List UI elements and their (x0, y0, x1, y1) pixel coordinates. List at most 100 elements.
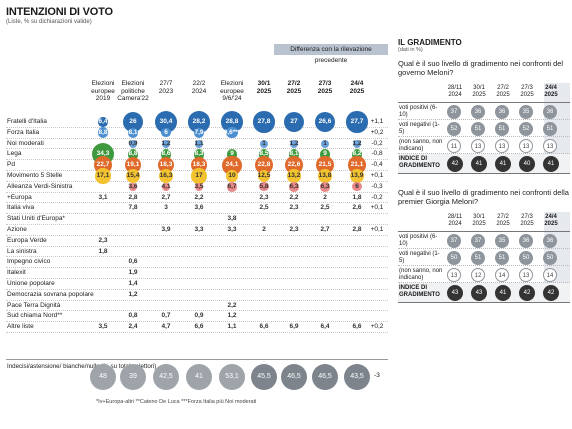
party-name: Forza Italia (7, 128, 40, 136)
value-cell: 15,4 (126, 171, 140, 179)
column-header: 27/3 2025 (309, 80, 341, 95)
value-bubble (319, 148, 331, 160)
column-header-line: Elezioni (91, 80, 115, 87)
table-row: Democrazia sovrana popolare 1,2 (6, 290, 388, 301)
approval-row: voti positivi (6-10) 37 36 36 35 36 (398, 103, 570, 120)
value-cell: 3,3 (194, 225, 204, 233)
value-cell: 8,1 (128, 128, 138, 136)
value-cell: 28,8 (225, 118, 239, 125)
value-bubble (226, 127, 238, 139)
table-row: Alleanza Verdi-Sinistra 3,6 4,1 3,5 6,7 5,8 6,… (6, 181, 388, 193)
table-row: Fratelli d'Italia 6,4 26 30,4 28,2 28,8 27,8 27… (6, 111, 388, 133)
value-bubble (226, 170, 238, 182)
approval-row-label: (non sanno, non indicano) (399, 139, 443, 152)
table-row: Pace Terra Dignità 2,2 (6, 301, 388, 312)
value-bubble (320, 182, 330, 192)
value-cell: 2 (262, 225, 266, 233)
value-cell: 8,2 (352, 150, 362, 158)
value-bubble (191, 168, 207, 184)
party-name: Italia viva (7, 204, 35, 212)
column-header-line: europee (91, 87, 115, 95)
value-cell: 1 (262, 139, 266, 147)
approval-value: 43 (447, 285, 463, 301)
column-header: Elezioni europee 2019 (87, 80, 119, 103)
column-header: Elezioni politiche Camera'22 (117, 80, 149, 103)
approval-date: 27/2 2025 (496, 85, 510, 98)
value-cell: 21,1 (350, 161, 364, 169)
approval-date: 27/3 2025 (520, 85, 534, 98)
undecided-bubble: 39 (120, 364, 146, 390)
value-cell: 2,7 (320, 225, 330, 233)
value-cell: 6,4 (98, 118, 108, 125)
value-bubble (257, 169, 271, 183)
value-cell: 2,3 (289, 204, 299, 212)
difference-value: -0,2 (371, 139, 383, 147)
column-header-line: 24/4 (350, 80, 364, 87)
value-cell: 28,2 (192, 118, 206, 125)
approval-question: Qual è il suo livello di gradimento nei … (398, 59, 564, 77)
value-cell: 4,7 (161, 323, 171, 331)
value-cell: 6 (164, 128, 168, 136)
approval-value: 41 (495, 156, 511, 172)
approval-value: 41 (471, 156, 487, 172)
approval-row-label: voti positivi (6-10) (399, 105, 438, 118)
value-bubble (127, 148, 139, 160)
value-cell: 2,4 (128, 323, 138, 331)
value-bubble (227, 181, 237, 192)
difference-value: +1,1 (370, 118, 384, 125)
value-cell: 0,7 (161, 312, 171, 320)
value-cell: 17 (195, 171, 203, 179)
value-cell: 24,1 (225, 161, 239, 169)
difference-value: +0,2 (370, 128, 384, 136)
approval-value: 42 (543, 285, 559, 301)
value-cell: 7,8 (128, 204, 138, 212)
value-bubble (129, 182, 137, 191)
column-header-line: 2024 (191, 87, 207, 95)
approval-value: 51 (495, 251, 509, 265)
value-bubble (287, 169, 301, 183)
value-cell: 3,8 (227, 215, 237, 223)
approval-row-label: INDICE DI GRADIMENTO (399, 156, 440, 169)
value-cell: 1 (323, 139, 327, 147)
approval-value: 13 (519, 139, 533, 153)
value-cell: 9 (230, 150, 234, 158)
approval-table: 28/11 2024 30/1 2025 27/2 2025 27/3 2025 24/… (398, 83, 570, 174)
difference-band-label: Differenza con la rilevazione precedente (274, 44, 388, 64)
value-cell: 22,6 (287, 161, 301, 169)
approval-title: IL GRADIMENTO (398, 38, 462, 47)
undecided-bubble: 41 (186, 364, 212, 390)
value-bubble (321, 139, 329, 148)
undecided-row: Indecisi/astensione/ bianche/nulle (% su… (6, 359, 388, 393)
value-bubble (221, 111, 243, 133)
value-cell: 2,2 (289, 193, 299, 201)
approval-header: 28/11 2024 30/1 2025 27/2 2025 27/3 2025 24/… (398, 212, 570, 232)
approval-value: 37 (471, 234, 485, 248)
difference-value: +0,2 (370, 323, 384, 331)
value-bubble (318, 169, 332, 183)
difference-value: -0,3 (371, 182, 383, 190)
value-cell: 9,6*** (223, 128, 241, 136)
value-cell: 2,3 (259, 193, 269, 201)
approval-value: 43 (471, 285, 487, 301)
approval-row-label: voti negativi (1-5) (399, 251, 440, 264)
value-cell: 17,1 (96, 171, 110, 179)
undecided-bubble: 46,5 (281, 364, 307, 390)
column-header-line: 30/1 (257, 80, 271, 87)
value-cell: 1,1 (194, 139, 204, 147)
approval-row: (non sanno, non indicano) 13 12 14 13 14 (398, 266, 570, 283)
approval-value: 52 (447, 122, 461, 136)
value-bubble (125, 168, 141, 184)
undecided-bubble: 53,1 (219, 364, 245, 390)
table-row: Noi moderati 0,9 1,2 1,1 1 1,2 1 1,2 -0,2 (6, 139, 388, 150)
value-bubble (127, 127, 139, 139)
column-header-line: 9/6/'24 (222, 95, 242, 102)
value-cell: 6,3 (320, 182, 330, 190)
value-cell: 1,8 (352, 193, 362, 201)
column-header-line: 27/2 (287, 80, 301, 87)
approval-row-label: INDICE DI GRADIMENTO (399, 285, 440, 298)
value-cell: 5,8 (259, 182, 269, 190)
value-cell: 0,8 (128, 312, 138, 320)
column-header-line: 2025 (286, 87, 302, 95)
table-row: Europa Verde 2,3 (6, 236, 388, 247)
value-cell: 18,3 (159, 161, 173, 169)
